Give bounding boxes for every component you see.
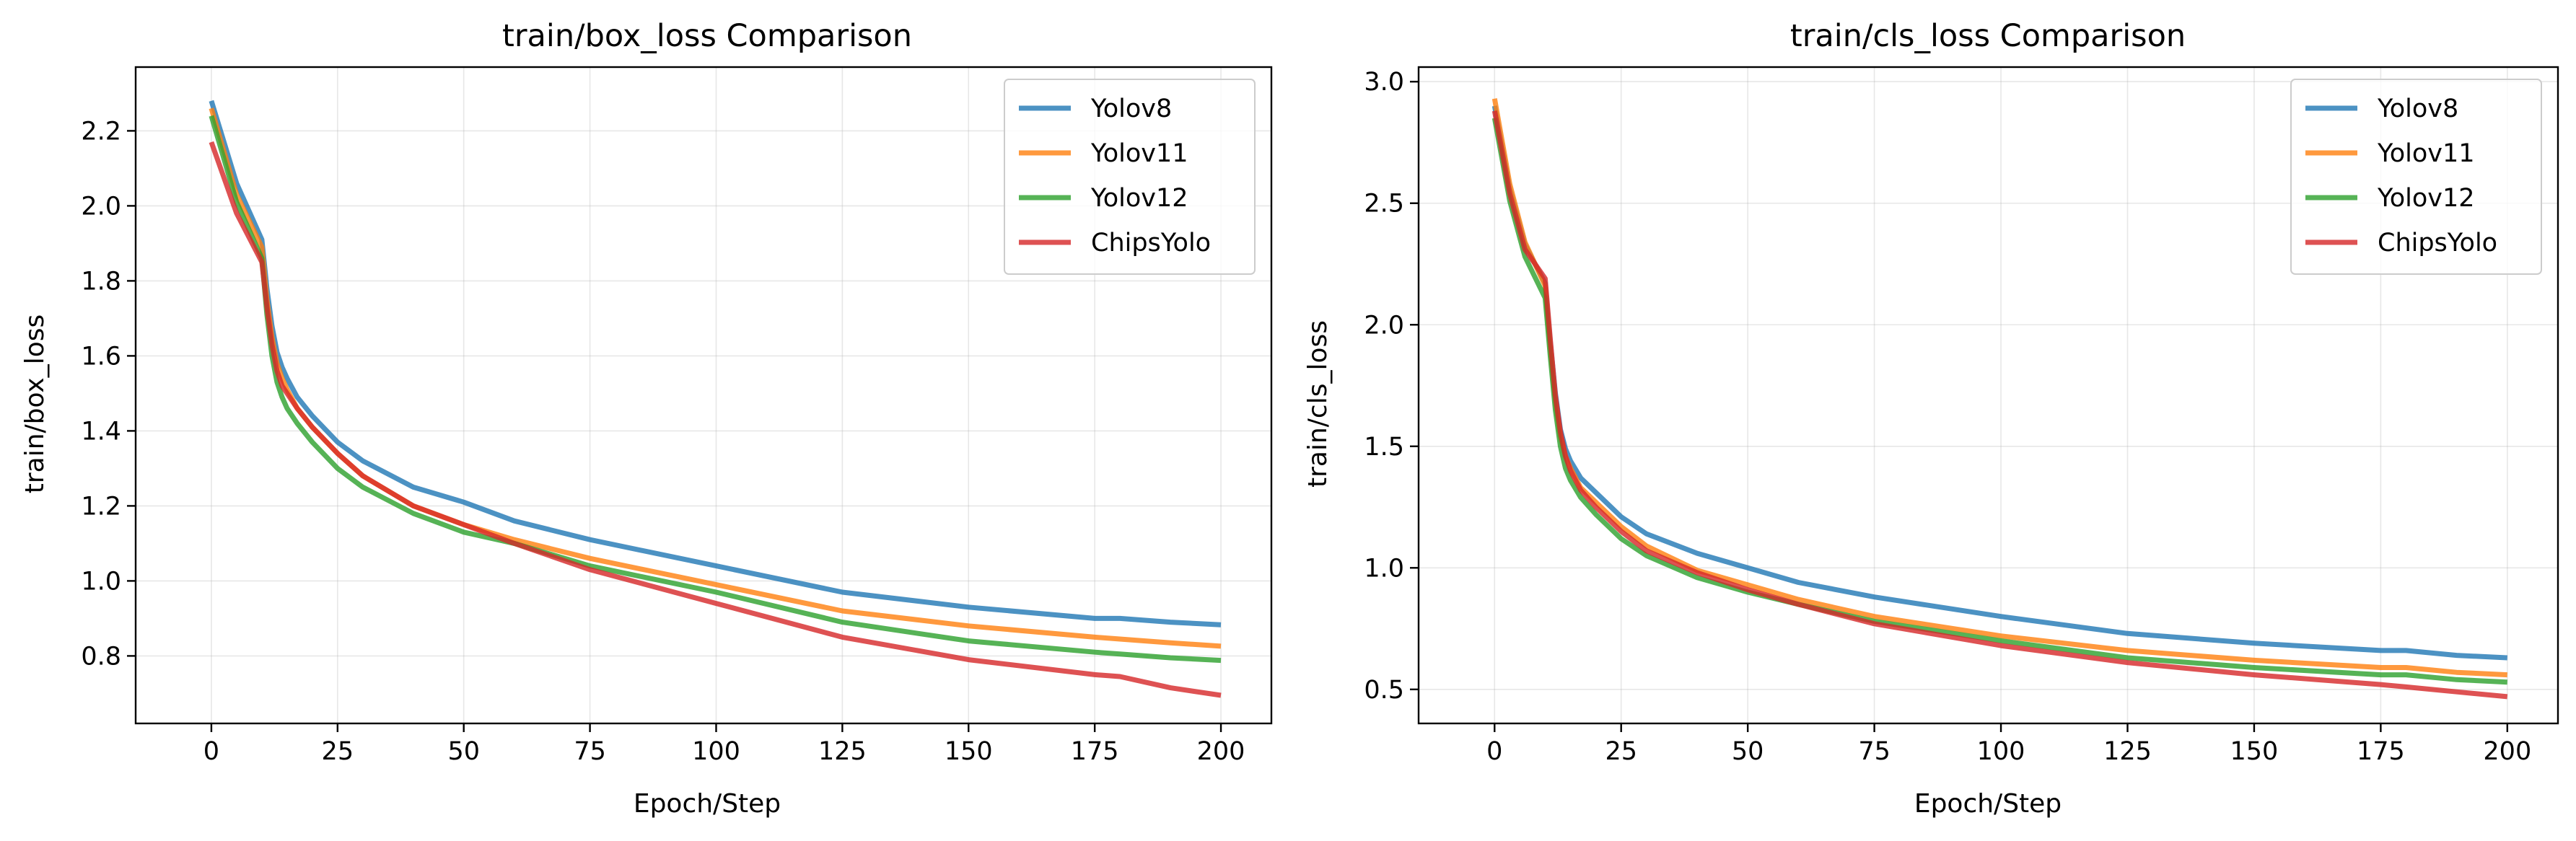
box-loss-x-tick-label-8: 200 — [1197, 737, 1245, 766]
cls-loss-legend-box — [2290, 79, 2542, 275]
cls-loss-x-axis-label: Epoch/Step — [1914, 789, 2062, 819]
cls-loss-x-tick-label-6: 150 — [2230, 737, 2279, 766]
cls-loss-line-chipsyolo — [1491, 110, 2508, 700]
box-loss-series-lines — [209, 100, 1222, 698]
cls-loss-y-ticks: 0.5 1.0 1.5 2.0 2.5 3.0 — [1364, 68, 1419, 705]
cls-loss-chart: train/cls_loss Comparison Epoch/Step tra… — [1303, 18, 2559, 819]
box-loss-x-tick-label-7: 175 — [1071, 737, 1119, 766]
box-loss-legend-box — [1004, 79, 1256, 275]
box-loss-legend-label-yolov8: Yolov8 — [1090, 94, 1172, 123]
cls-loss-y-tick-label-2: 1.5 — [1364, 433, 1404, 462]
box-loss-legend: Yolov8 Yolov11 Yolov12 ChipsYolo — [1004, 79, 1256, 275]
box-loss-y-tick-label-4: 1.6 — [81, 342, 121, 371]
box-loss-y-tick-label-3: 1.4 — [81, 417, 121, 446]
cls-loss-legend: Yolov8 Yolov11 Yolov12 ChipsYolo — [2290, 79, 2542, 275]
box-loss-y-tick-label-1: 1.0 — [81, 567, 121, 596]
box-loss-x-tick-label-1: 25 — [322, 737, 354, 766]
box-loss-y-tick-label-6: 2.0 — [81, 192, 121, 221]
box-loss-chart: train/box_loss Comparison Epoch/Step tra… — [20, 18, 1273, 819]
box-loss-x-tick-label-0: 0 — [203, 737, 219, 766]
box-loss-x-ticks: 0 25 50 75 100 125 150 175 200 — [203, 723, 1245, 766]
box-loss-plot-frame — [134, 66, 1273, 725]
cls-loss-y-axis-label: train/cls_loss — [1303, 320, 1333, 488]
cls-loss-x-tick-label-5: 125 — [2103, 737, 2152, 766]
cls-loss-legend-label-yolov12: Yolov12 — [2377, 184, 2475, 213]
box-loss-legend-label-yolov12: Yolov12 — [1090, 184, 1188, 213]
box-loss-legend-label-yolov11: Yolov11 — [1090, 139, 1188, 168]
cls-loss-x-tick-label-2: 50 — [1732, 737, 1764, 766]
cls-loss-x-tick-label-3: 75 — [1858, 737, 1891, 766]
cls-loss-y-tick-label-3: 2.0 — [1364, 311, 1404, 340]
cls-loss-x-tick-label-8: 200 — [2483, 737, 2531, 766]
cls-loss-y-tick-label-1: 1.0 — [1364, 554, 1404, 583]
box-loss-x-axis-label: Epoch/Step — [634, 789, 781, 819]
box-loss-chart-title: train/box_loss Comparison — [502, 18, 912, 54]
cls-loss-legend-label-chipsyolo: ChipsYolo — [2378, 229, 2497, 257]
cls-loss-x-tick-label-4: 100 — [1977, 737, 2025, 766]
cls-loss-x-ticks: 0 25 50 75 100 125 150 175 200 — [1486, 723, 2531, 766]
box-loss-legend-label-chipsyolo: ChipsYolo — [1091, 229, 1211, 257]
cls-loss-y-tick-label-5: 3.0 — [1364, 68, 1404, 97]
cls-loss-plot-frame — [1417, 66, 2559, 725]
cls-loss-legend-label-yolov11: Yolov11 — [2377, 139, 2475, 168]
cls-loss-x-tick-label-7: 175 — [2357, 737, 2405, 766]
box-loss-grid — [136, 67, 1271, 723]
box-loss-line-chipsyolo — [209, 141, 1222, 698]
cls-loss-legend-label-yolov8: Yolov8 — [2377, 94, 2458, 123]
cls-loss-chart-title: train/cls_loss Comparison — [1790, 18, 2186, 54]
box-loss-x-tick-label-2: 50 — [447, 737, 480, 766]
box-loss-y-ticks: 0.8 1.0 1.2 1.4 1.6 1.8 2.0 2.2 — [81, 117, 136, 671]
cls-loss-series-lines — [1491, 98, 2508, 700]
cls-loss-y-tick-label-0: 0.5 — [1364, 676, 1404, 705]
box-loss-y-axis-label: train/box_loss — [20, 314, 50, 494]
box-loss-x-tick-label-6: 150 — [945, 737, 993, 766]
box-loss-x-tick-label-5: 125 — [818, 737, 867, 766]
cls-loss-x-tick-label-1: 25 — [1605, 737, 1637, 766]
box-loss-y-tick-label-5: 1.8 — [81, 267, 121, 296]
box-loss-y-tick-label-7: 2.2 — [81, 117, 121, 146]
box-loss-y-tick-label-0: 0.8 — [81, 642, 121, 671]
box-loss-y-tick-label-2: 1.2 — [81, 492, 121, 521]
cls-loss-x-tick-label-0: 0 — [1486, 737, 1502, 766]
cls-loss-y-tick-label-4: 2.5 — [1364, 190, 1404, 219]
box-loss-x-tick-label-3: 75 — [574, 737, 606, 766]
box-loss-x-tick-label-4: 100 — [692, 737, 740, 766]
